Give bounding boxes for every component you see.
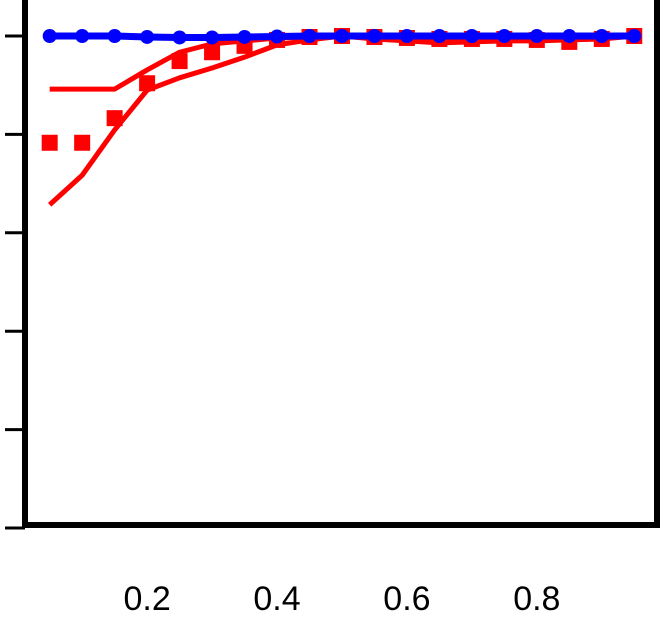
dot-marker [75,29,90,43]
dot-marker [627,29,642,43]
dot-marker [270,29,285,44]
x-tick-label: 0.8 [513,580,560,618]
plot-frame [22,0,660,528]
x-tick-label: 0.6 [383,580,430,618]
series-line [48,33,635,207]
dot-marker [497,29,512,43]
dot-marker [464,29,479,43]
square-marker [74,134,91,151]
dot-marker [42,29,57,43]
dot-marker [302,29,317,43]
dot-marker [399,29,414,43]
dot-marker [172,30,187,45]
dot-marker [140,29,155,44]
dot-marker [594,29,609,43]
dot-marker [107,29,122,43]
square-marker [106,110,123,127]
dot-marker [334,29,349,43]
x-tick-label: 0.4 [253,580,300,618]
dot-marker [562,29,577,43]
square-marker [41,134,58,151]
dot-marker [367,29,382,43]
dot-marker [529,29,544,43]
square-marker [139,75,156,92]
dot-marker [205,30,220,45]
square-marker [204,44,221,61]
square-marker [171,53,188,70]
dot-marker [237,29,252,44]
dot-marker [432,29,447,43]
x-tick-label: 0.2 [123,580,170,618]
